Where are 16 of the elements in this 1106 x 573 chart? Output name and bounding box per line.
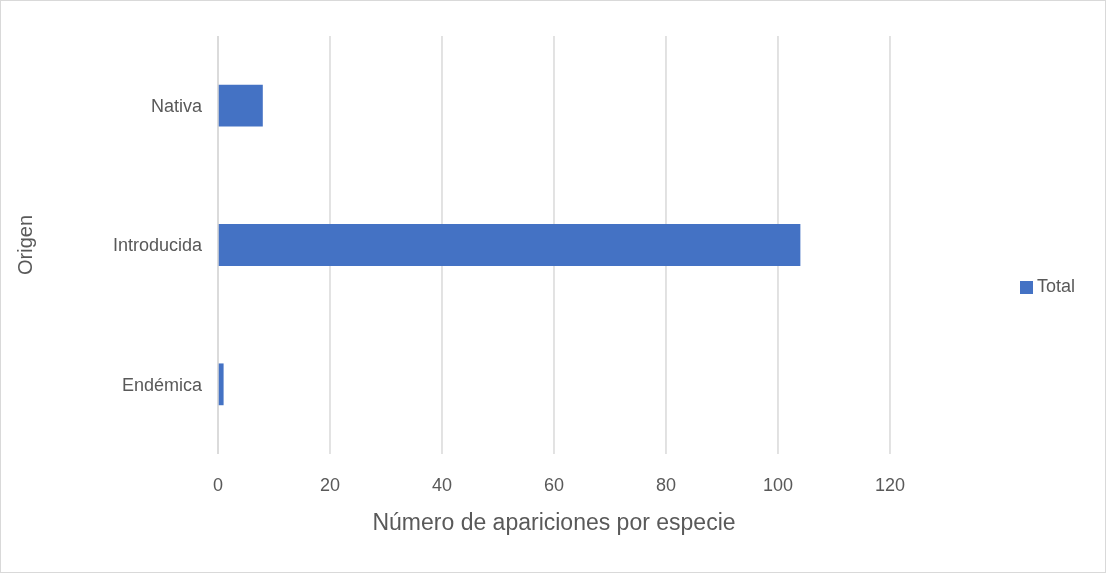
x-tick-label: 20 — [319, 474, 341, 495]
x-axis-title: Número de apariciones por especie — [372, 509, 736, 535]
x-tick-label: 0 — [212, 474, 224, 495]
legend-label: Total — [1036, 276, 1075, 296]
y-axis-title: Origen — [14, 214, 37, 276]
y-tick-label: Introducida — [112, 235, 203, 256]
x-tick-label: 40 — [431, 474, 453, 495]
x-tick-label: 120 — [874, 474, 905, 495]
y-tick-label: Nativa — [150, 96, 203, 117]
x-tick-label: 60 — [543, 474, 564, 495]
bar — [218, 84, 263, 127]
bar — [218, 224, 801, 266]
bar — [218, 363, 224, 406]
y-tick-label: Endémica — [121, 374, 203, 395]
x-tick-label: 80 — [655, 474, 676, 495]
x-tick-label: 100 — [762, 474, 793, 495]
